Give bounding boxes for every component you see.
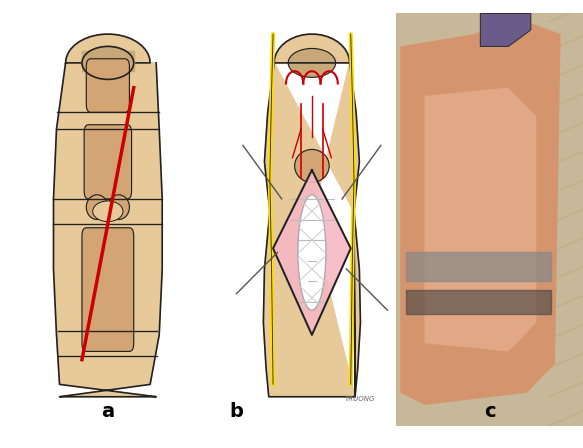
Ellipse shape bbox=[93, 201, 123, 222]
FancyBboxPatch shape bbox=[82, 228, 134, 351]
Ellipse shape bbox=[108, 195, 129, 220]
Polygon shape bbox=[54, 34, 162, 397]
Bar bbox=[406, 289, 552, 314]
Ellipse shape bbox=[288, 48, 336, 78]
Ellipse shape bbox=[298, 195, 326, 310]
Ellipse shape bbox=[82, 47, 134, 79]
Text: TRUONG: TRUONG bbox=[344, 396, 375, 402]
Text: c: c bbox=[484, 402, 496, 422]
FancyBboxPatch shape bbox=[86, 59, 129, 112]
Ellipse shape bbox=[294, 150, 329, 182]
FancyBboxPatch shape bbox=[84, 125, 132, 199]
Ellipse shape bbox=[86, 195, 108, 220]
Polygon shape bbox=[400, 22, 561, 405]
Polygon shape bbox=[264, 211, 360, 397]
Polygon shape bbox=[265, 34, 359, 220]
Text: a: a bbox=[101, 402, 114, 422]
Bar bbox=[406, 253, 552, 281]
Text: b: b bbox=[230, 402, 243, 422]
Polygon shape bbox=[480, 13, 531, 47]
Polygon shape bbox=[424, 88, 536, 351]
Polygon shape bbox=[273, 170, 351, 335]
